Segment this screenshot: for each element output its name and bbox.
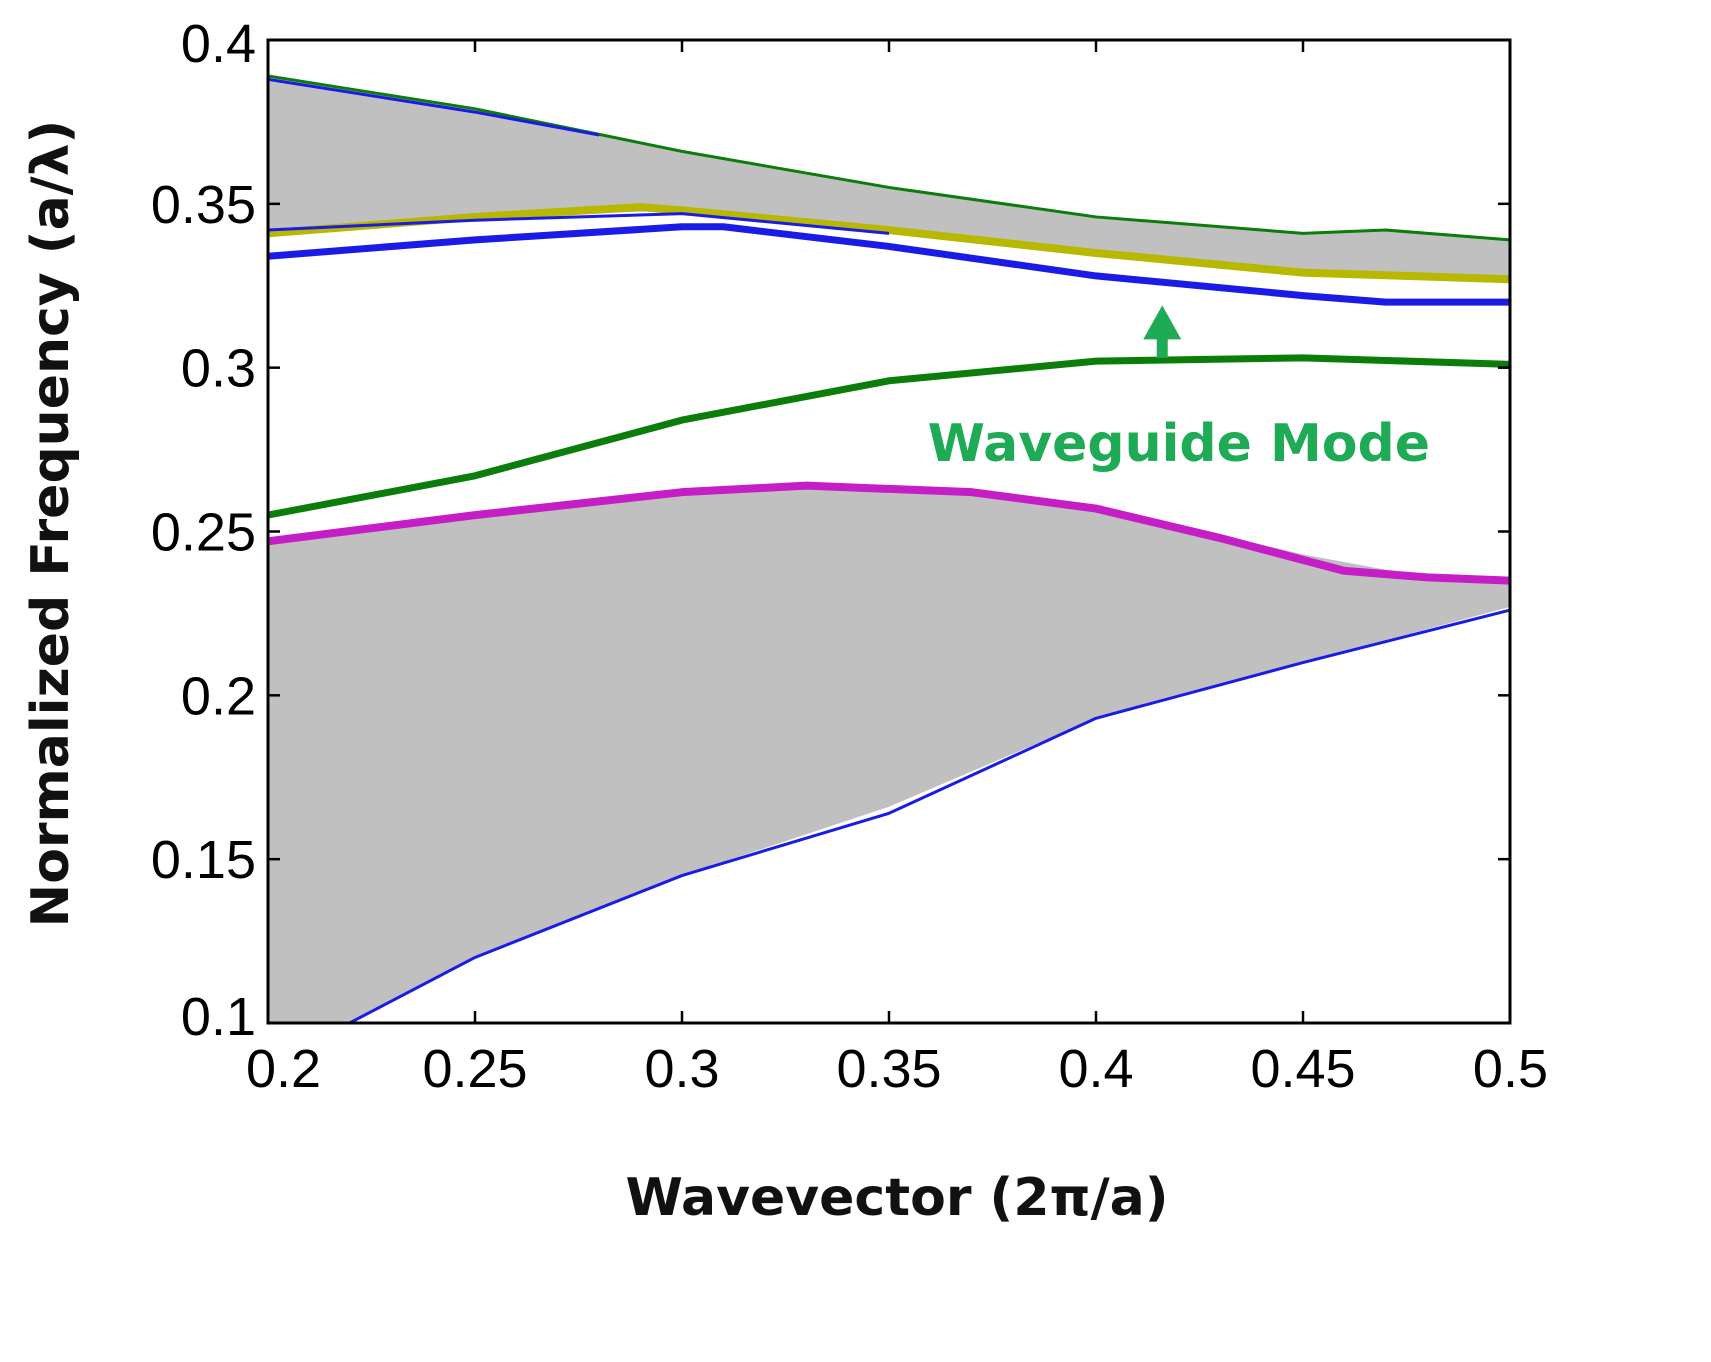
mode-line-7	[268, 223, 1510, 306]
x-tick-label: 0.35	[836, 1039, 941, 1099]
chart-annotations: Waveguide Mode	[928, 414, 1430, 474]
x-axis-title: Wavevector (2π/a)	[625, 1168, 1168, 1228]
y-tick-label: 0.2	[181, 666, 256, 726]
band-region-0	[268, 485, 1510, 1023]
mode-line-6	[268, 212, 890, 235]
y-axis-title: Normalized Frequency (a/λ)	[21, 120, 81, 928]
mode-line-1	[268, 481, 1510, 585]
band-regions	[268, 76, 1510, 1023]
waveguide-mode-label: Waveguide Mode	[928, 414, 1430, 474]
mode-line-5	[268, 203, 1510, 284]
y-tick-label: 0.1	[181, 987, 256, 1047]
x-tick-label: 0.45	[1250, 1039, 1355, 1099]
x-tick-label: 0.2	[246, 1039, 321, 1099]
mode-curves	[268, 74, 1510, 1023]
x-tick-label: 0.5	[1473, 1039, 1548, 1099]
mode-line-2	[346, 608, 1510, 1023]
y-tick-label: 0.15	[151, 830, 256, 890]
y-tick-label: 0.4	[181, 14, 256, 74]
mode-line-0	[268, 354, 1510, 519]
x-tick-label: 0.3	[644, 1039, 719, 1099]
mode-line-4	[268, 77, 600, 137]
x-tick-label: 0.4	[1058, 1039, 1133, 1099]
annotation-arrows	[1143, 305, 1182, 358]
axis-ticks: 0.2 0.25 0.3 0.35 0.4 0.45 0.5 0.1 0.15 0.2 0.25 0.…	[151, 14, 1548, 1099]
y-tick-label: 0.25	[151, 503, 256, 563]
y-tick-label: 0.3	[181, 339, 256, 399]
x-tick-label: 0.25	[422, 1039, 527, 1099]
mode-line-3	[268, 74, 1510, 242]
y-tick-label: 0.35	[151, 175, 256, 235]
arrow-head-0	[1143, 305, 1182, 340]
band-region-1	[268, 76, 1510, 280]
